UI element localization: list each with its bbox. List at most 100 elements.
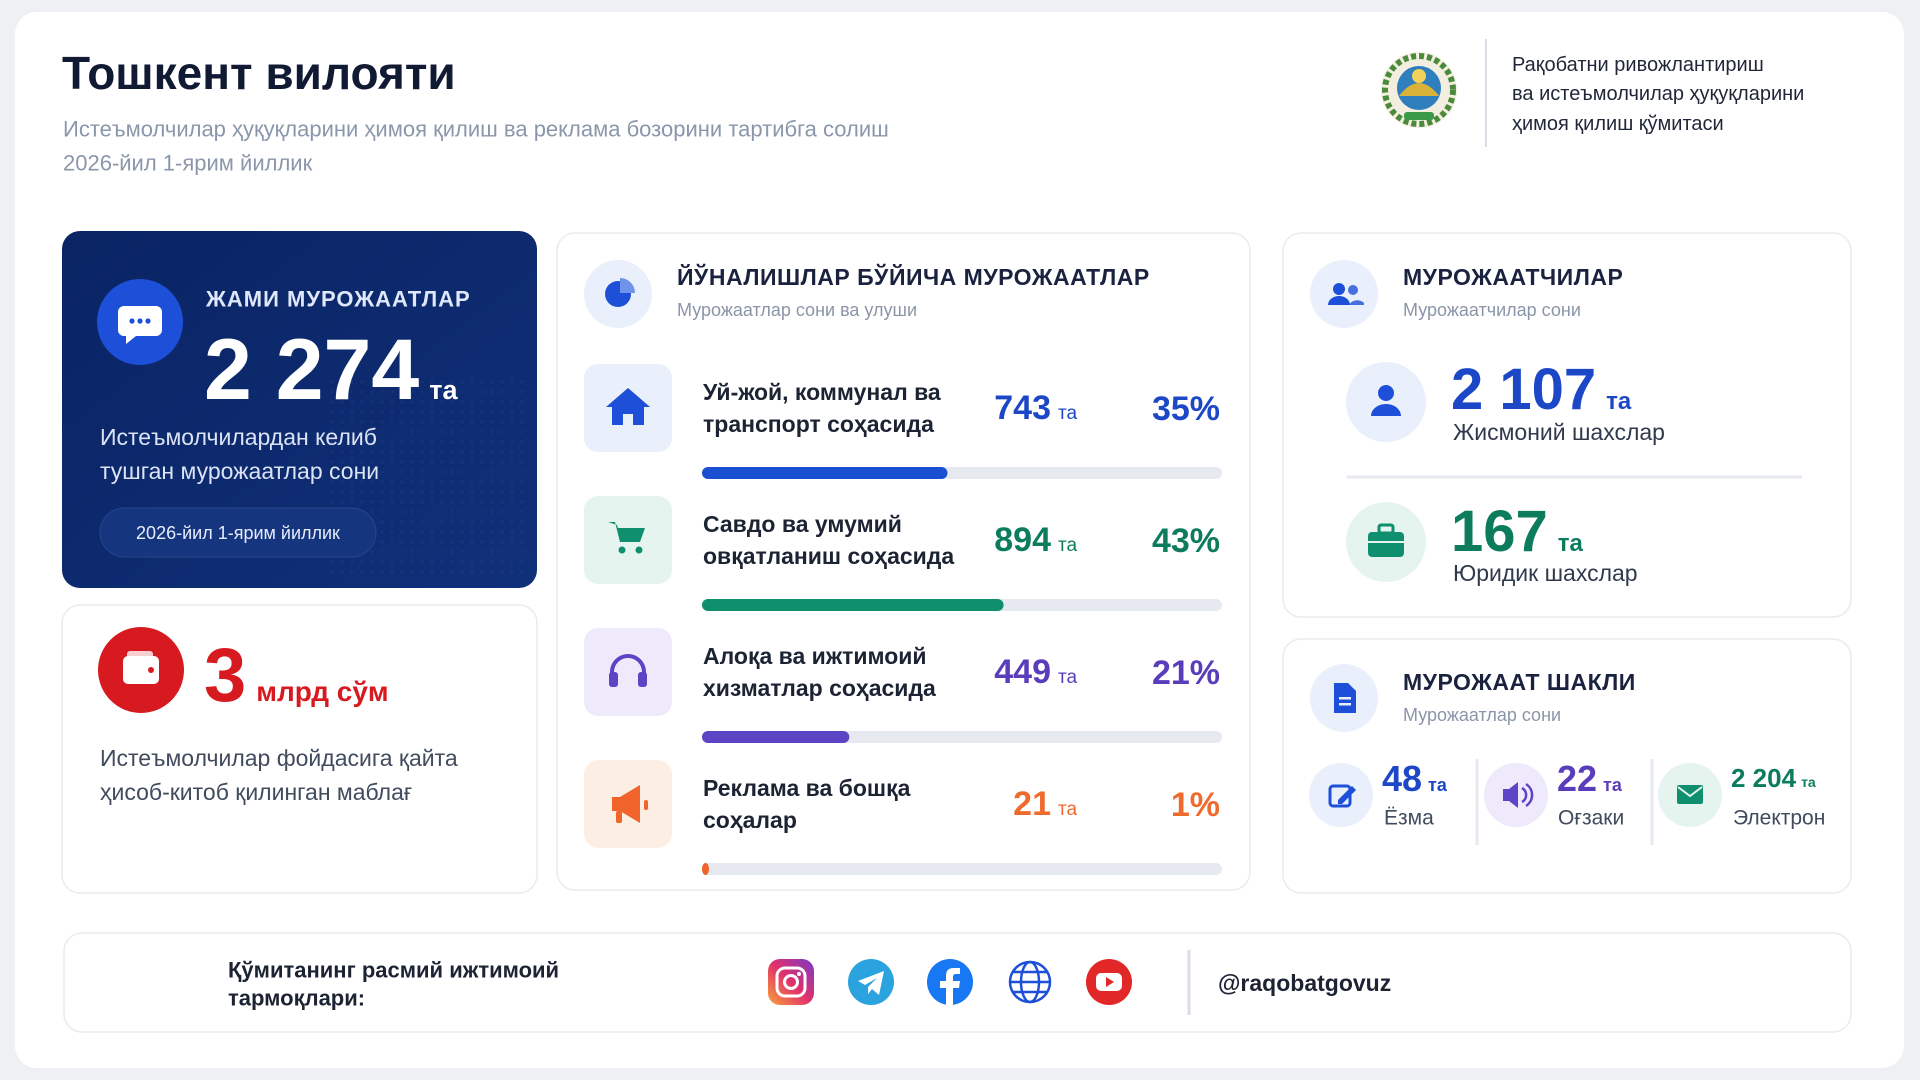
direction-label: Уй-жой, коммунал ва <box>703 379 941 405</box>
org-name: Рақобатни ривожлантириш <box>1512 54 1764 76</box>
instagram-link-part[interactable] <box>768 959 814 1005</box>
period-pill-text: 2026-йил 1-ярим йиллик <box>136 523 340 543</box>
instagram-link-part[interactable] <box>783 974 799 990</box>
direction-rows: Уй-жой, коммунал ва транспорт соҳасида 743… <box>584 364 1222 875</box>
emblem-part <box>1412 69 1426 83</box>
pie-icon <box>605 278 635 307</box>
direction-label: Савдо ва умумий <box>703 511 902 537</box>
users-icon-part <box>1328 296 1350 305</box>
share-track <box>702 863 1222 875</box>
house-icon <box>606 388 650 425</box>
direction-unit: та <box>1058 667 1077 688</box>
facebook-link[interactable] <box>927 959 973 1005</box>
telegram-link-part[interactable] <box>858 971 884 995</box>
emblem <box>1381 52 1457 128</box>
applicant-line: 2 107 та <box>1451 357 1632 422</box>
facebook-link-part[interactable] <box>940 968 960 1005</box>
speaker-icon-part <box>1525 782 1534 808</box>
house-icon-part <box>606 388 650 425</box>
instagram-link-part[interactable] <box>775 966 807 998</box>
briefcase-icon-part <box>1368 541 1404 543</box>
pen-icon-part <box>1338 786 1356 804</box>
direction-count: 743 <box>994 389 1051 427</box>
pie-icon-part <box>620 278 635 293</box>
users-icon-bg <box>1310 260 1378 328</box>
page-title: Тошкент вилояти <box>62 47 456 99</box>
row-icon-bg <box>584 628 672 716</box>
direction-share: 35% <box>1152 390 1220 428</box>
total-value: 2 274 <box>204 322 419 418</box>
form-line: 22 та <box>1557 758 1623 799</box>
refund-description: ҳисоб-китоб қилинган маблағ <box>100 779 412 805</box>
direction-count: 449 <box>994 653 1051 691</box>
applicant-unit: та <box>1606 388 1632 415</box>
telegram-link-part[interactable] <box>848 959 894 1005</box>
cart-icon-part <box>635 546 643 554</box>
footer-handle[interactable]: @raqobatgovuz <box>1218 970 1391 996</box>
youtube-link-part[interactable] <box>1106 977 1114 987</box>
headphones-icon-part <box>609 672 618 687</box>
person-icon-bg <box>1346 362 1426 442</box>
applicants-subtitle: Мурожаатчилар сони <box>1403 300 1581 320</box>
headphones-icon-part <box>610 654 646 680</box>
speaker-icon <box>1503 782 1534 808</box>
megaphone-icon-part <box>644 800 648 810</box>
applicant-line: 167 та <box>1451 499 1584 564</box>
form-unit: та <box>1603 775 1623 795</box>
speaker-icon-part <box>1521 786 1528 804</box>
direction-label: транспорт соҳасида <box>703 411 934 437</box>
form-unit: та <box>1428 775 1448 795</box>
form-card <box>1282 638 1852 894</box>
chat-icon <box>118 306 162 344</box>
headphones-icon-part <box>638 672 647 687</box>
page-period: 2026-йил 1-ярим йиллик <box>63 151 313 176</box>
pen-icon-bg <box>1309 763 1373 827</box>
cart-icon <box>608 522 645 554</box>
person-icon <box>1371 385 1401 416</box>
form-unit: та <box>1801 774 1816 790</box>
applicants-card <box>1282 232 1852 618</box>
wallet-icon-part <box>127 651 153 659</box>
form-line: 2 204 та <box>1731 763 1816 793</box>
mail-icon <box>1677 785 1703 804</box>
direction-share: 21% <box>1152 654 1220 692</box>
users-icon-part <box>1333 283 1345 295</box>
youtube-link[interactable] <box>1086 959 1132 1005</box>
share-bar <box>702 863 710 875</box>
direction-share: 43% <box>1152 522 1220 560</box>
pen-icon <box>1328 784 1356 808</box>
instagram-link[interactable] <box>768 959 814 1005</box>
users-icon <box>1328 283 1364 305</box>
wallet-icon <box>123 651 159 684</box>
share-bar <box>702 467 948 479</box>
org-name: ва истеъмолчилар ҳуқуқларини <box>1512 83 1804 105</box>
direction-label: Алоқа ва ижтимоий <box>703 643 927 669</box>
telegram-link[interactable] <box>848 959 894 1005</box>
emblem-part <box>1399 83 1439 96</box>
wallet-icon-part <box>123 656 159 684</box>
form-title: МУРОЖААТ ШАКЛИ <box>1403 669 1636 695</box>
person-icon-part <box>1371 404 1401 416</box>
applicant-unit: та <box>1558 530 1584 557</box>
instagram-link-part[interactable] <box>797 972 801 976</box>
website-link[interactable] <box>1008 960 1052 1004</box>
applicants-title: МУРОЖААТЧИЛАР <box>1403 264 1623 290</box>
total-description: тушган мурожаатлар сони <box>100 458 379 484</box>
direction-unit: та <box>1058 535 1077 556</box>
speaker-icon-part <box>1503 782 1518 808</box>
direction-unit: та <box>1058 403 1077 424</box>
users-icon-part <box>1348 285 1358 295</box>
footer-label: Қўмитанинг расмий ижтимоий <box>228 958 559 983</box>
refund-description: Истеъмолчилар фойдасига қайта <box>100 745 458 771</box>
share-bar <box>702 599 1004 611</box>
direction-label: хизматлар соҳасида <box>703 675 936 701</box>
megaphone-icon-part <box>612 785 640 823</box>
form-line: 48 та <box>1382 758 1448 799</box>
cart-icon-part <box>608 522 645 542</box>
period-pill <box>99 507 377 558</box>
directions-card <box>556 232 1251 891</box>
form-label: Оғзаки <box>1558 807 1624 830</box>
direction-unit: та <box>1058 799 1077 820</box>
